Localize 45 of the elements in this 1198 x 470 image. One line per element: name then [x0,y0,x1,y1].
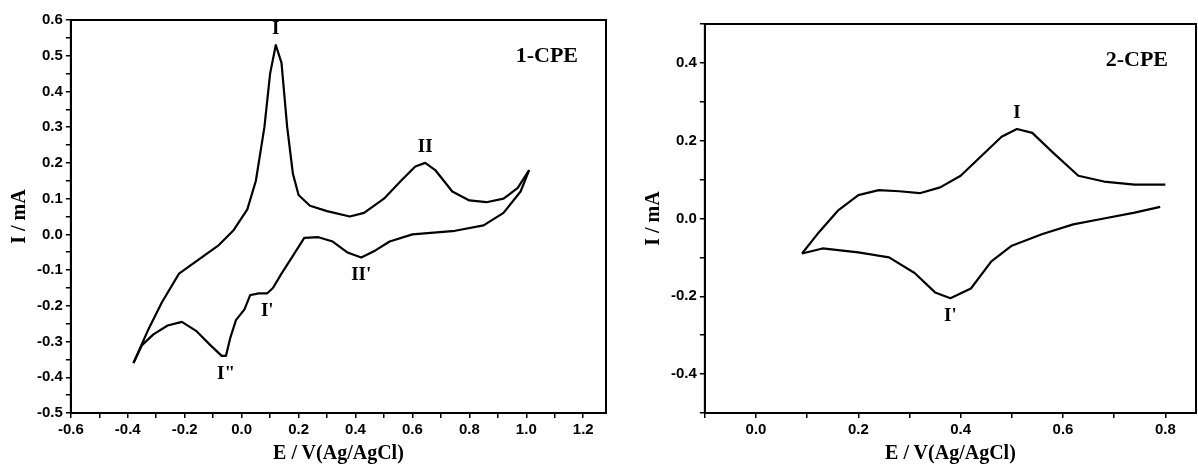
x-tick-label: 0.0 [231,420,253,438]
annotation: II' [351,263,372,285]
annotation: I [272,16,280,38]
y-tick-label: -0.4 [670,364,698,382]
x-tick-label: 0.8 [458,420,480,438]
y-tick-label: 0.4 [675,53,698,71]
y-tick-label: -0.2 [670,286,697,304]
y-tick-label: -0.1 [36,260,63,278]
x-tick-label: -0.6 [57,420,84,438]
annotation: 1-CPE [515,41,578,67]
y-tick-label: -0.4 [36,367,64,385]
y-tick-label: -0.3 [36,331,63,349]
annotation: I [1013,100,1021,122]
y-tick-label: 0.0 [41,224,63,242]
x-tick-label: -0.4 [114,420,142,438]
x-tick-label: 0.0 [745,420,767,438]
annotation: II [417,134,433,156]
y-tick-label: 0.6 [41,10,63,28]
x-axis-title: E / V(Ag/AgCl) [273,441,404,465]
x-tick-label: 0.4 [345,420,367,438]
y-tick-label: 0.5 [41,45,63,63]
annotation: 2-CPE [1105,45,1168,71]
x-tick-label: 1.2 [572,420,594,438]
y-axis-title: I / mA [641,190,664,246]
x-tick-label: 0.2 [847,420,869,438]
y-tick-label: -0.5 [36,403,63,421]
annotation: I' [944,304,957,326]
x-tick-label: 1.0 [515,420,537,438]
y-axis-title: I / mA [7,188,30,244]
y-tick-label: 0.1 [41,188,63,206]
y-tick-label: -0.2 [36,295,63,313]
y-tick-label: 0.2 [41,153,63,171]
annotation: I" [217,361,235,383]
y-tick-label: 0.3 [41,117,63,135]
y-tick-label: 0.4 [41,81,64,99]
x-tick-label: -0.2 [171,420,198,438]
x-tick-label: 0.2 [288,420,309,438]
x-tick-label: 0.6 [402,420,423,438]
annotation: I' [260,299,274,321]
y-tick-label: 0.0 [675,208,697,226]
x-axis-title: E / V(Ag/AgCl) [885,441,1016,465]
x-tick-label: 0.4 [950,420,972,438]
y-tick-label: 0.2 [675,130,697,148]
x-tick-label: 0.8 [1154,420,1176,438]
x-tick-label: 0.6 [1052,420,1074,438]
